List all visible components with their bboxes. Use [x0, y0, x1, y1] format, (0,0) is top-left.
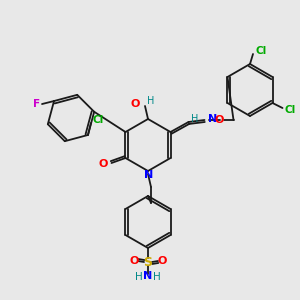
Text: Cl: Cl [93, 115, 104, 125]
Text: N: N [144, 170, 154, 180]
Text: O: O [157, 256, 167, 266]
Text: S: S [143, 256, 152, 268]
Text: N: N [208, 114, 217, 124]
Text: O: O [98, 159, 107, 169]
Text: H: H [147, 96, 154, 106]
Text: O: O [130, 99, 140, 109]
Text: O: O [129, 256, 139, 266]
Text: Cl: Cl [284, 105, 296, 115]
Text: N: N [143, 271, 153, 281]
Text: Cl: Cl [255, 46, 266, 56]
Text: F: F [33, 99, 40, 109]
Text: H: H [153, 272, 161, 282]
Text: O: O [215, 115, 224, 125]
Text: H: H [190, 114, 198, 124]
Text: H: H [135, 272, 143, 282]
